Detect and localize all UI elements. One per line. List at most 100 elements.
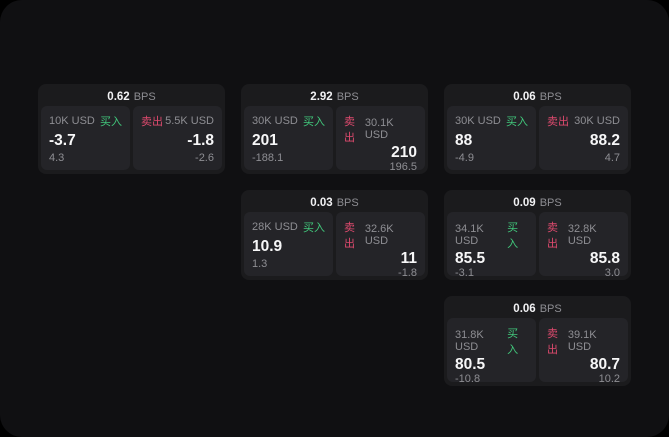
quote-card: 0.06 BPS 31.8K USD 买入 80.5 -10.8 卖出 39.1…	[444, 296, 631, 386]
bps-header: 0.09 BPS	[447, 193, 628, 212]
buy-panel[interactable]: 31.8K USD 买入 80.5 -10.8	[447, 318, 536, 385]
buy-amount: 30K USD	[455, 115, 501, 127]
sell-panel-top: 卖出 5.5K USD	[141, 113, 214, 129]
bps-value: 2.92	[310, 90, 333, 103]
buy-panel-top: 30K USD 买入	[455, 113, 528, 129]
bps-unit-label: BPS	[336, 196, 359, 209]
sell-side-label: 卖出	[547, 222, 558, 250]
sell-change: 4.7	[604, 152, 620, 164]
bps-value: 0.62	[107, 90, 130, 103]
buy-amount: 10K USD	[49, 115, 95, 127]
bps-header: 2.92 BPS	[244, 87, 425, 106]
buy-panel[interactable]: 28K USD 买入 10.9 1.3	[244, 212, 333, 276]
sell-panel-top: 卖出 39.1K USD	[547, 325, 620, 357]
buy-side-label: 买入	[303, 222, 325, 234]
buy-change: -4.9	[455, 152, 474, 164]
buy-amount: 34.1K USD	[455, 223, 484, 247]
bps-value: 0.09	[513, 196, 536, 209]
buy-panel-top: 30K USD 买入	[252, 113, 325, 129]
sell-change: 10.2	[598, 372, 620, 385]
bps-header: 0.62 BPS	[41, 87, 222, 106]
bps-unit-label: BPS	[539, 196, 562, 209]
buy-side-label: 买入	[507, 328, 519, 356]
sell-amount: 5.5K USD	[165, 115, 214, 127]
quote-panels: 30K USD 买入 88 -4.9 卖出 30K USD 88.2 4.7	[447, 106, 628, 170]
sell-amount: 30.1K USD	[364, 117, 394, 141]
buy-amount: 31.8K USD	[455, 329, 484, 353]
sell-amount: 32.6K USD	[364, 223, 394, 247]
bps-value: 0.06	[513, 302, 536, 315]
buy-change: 1.3	[252, 258, 268, 270]
buy-side-label: 买入	[303, 116, 325, 128]
sell-panel[interactable]: 卖出 30.1K USD 210 196.5	[336, 106, 425, 173]
buy-panel-top: 28K USD 买入	[252, 219, 325, 235]
sell-change: 3.0	[604, 266, 620, 279]
buy-amount: 30K USD	[252, 115, 298, 127]
bps-value: 0.06	[513, 90, 536, 103]
sell-amount: 30K USD	[574, 115, 620, 127]
buy-change: 4.3	[49, 152, 65, 164]
sell-side-label: 卖出	[547, 116, 569, 128]
quote-card: 0.62 BPS 10K USD 买入 -3.7 4.3 卖出 5.5K USD…	[38, 84, 225, 174]
sell-panel-top: 卖出 30K USD	[547, 113, 620, 129]
sell-side-label: 卖出	[547, 328, 558, 356]
sell-price: 11	[400, 250, 417, 267]
sell-panel[interactable]: 卖出 32.6K USD 11 -1.8	[336, 212, 425, 279]
sell-price: 85.8	[589, 250, 620, 267]
buy-panel-top: 31.8K USD 买入	[455, 325, 528, 357]
buy-panel[interactable]: 30K USD 买入 88 -4.9	[447, 106, 536, 170]
bps-unit-label: BPS	[133, 90, 156, 103]
quote-card: 2.92 BPS 30K USD 买入 201 -188.1 卖出 30.1K …	[241, 84, 428, 174]
sell-price: 88.2	[589, 131, 620, 149]
sell-amount: 32.8K USD	[567, 223, 597, 247]
buy-panel[interactable]: 30K USD 买入 201 -188.1	[244, 106, 333, 170]
bps-value: 0.03	[310, 196, 333, 209]
bps-unit-label: BPS	[336, 90, 359, 103]
quote-panels: 34.1K USD 买入 85.5 -3.1 卖出 32.8K USD 85.8…	[447, 212, 628, 279]
sell-side-label: 卖出	[344, 116, 355, 144]
buy-price: 80.5	[455, 356, 486, 373]
buy-side-label: 买入	[507, 222, 519, 250]
sell-panel[interactable]: 卖出 39.1K USD 80.7 10.2	[539, 318, 628, 385]
bps-unit-label: BPS	[539, 302, 562, 315]
buy-panel-top: 10K USD 买入	[49, 113, 122, 129]
quote-card: 0.09 BPS 34.1K USD 买入 85.5 -3.1 卖出 32.8K…	[444, 190, 631, 280]
buy-panel[interactable]: 10K USD 买入 -3.7 4.3	[41, 106, 130, 170]
sell-panel-top: 卖出 32.8K USD	[547, 219, 620, 251]
buy-panel[interactable]: 34.1K USD 买入 85.5 -3.1	[447, 212, 536, 279]
quote-card: 0.03 BPS 28K USD 买入 10.9 1.3 卖出 32.6K US…	[241, 190, 428, 280]
bps-header: 0.06 BPS	[447, 87, 628, 106]
buy-price: 10.9	[252, 237, 283, 255]
buy-price: 85.5	[455, 250, 486, 267]
buy-change: -10.8	[455, 372, 481, 385]
sell-panel-top: 卖出 30.1K USD	[344, 113, 417, 145]
buy-side-label: 买入	[506, 116, 528, 128]
sell-change: 196.5	[389, 160, 417, 173]
quote-panels: 10K USD 买入 -3.7 4.3 卖出 5.5K USD -1.8 -2.…	[41, 106, 222, 170]
quote-panels: 28K USD 买入 10.9 1.3 卖出 32.6K USD 11 -1.8	[244, 212, 425, 279]
buy-price: 201	[252, 131, 278, 149]
sell-amount: 39.1K USD	[567, 329, 597, 353]
bps-unit-label: BPS	[539, 90, 562, 103]
sell-side-label: 卖出	[141, 116, 163, 128]
sell-change: -1.8	[398, 266, 417, 279]
buy-amount: 28K USD	[252, 221, 298, 233]
sell-panel[interactable]: 卖出 30K USD 88.2 4.7	[539, 106, 628, 170]
buy-change: -188.1	[252, 152, 284, 164]
bps-header: 0.06 BPS	[447, 299, 628, 318]
buy-panel-top: 34.1K USD 买入	[455, 219, 528, 251]
sell-price: 210	[391, 144, 417, 161]
sell-panel-top: 卖出 32.6K USD	[344, 219, 417, 251]
quote-card: 0.06 BPS 30K USD 买入 88 -4.9 卖出 30K USD 8…	[444, 84, 631, 174]
sell-panel[interactable]: 卖出 5.5K USD -1.8 -2.6	[133, 106, 222, 170]
buy-price: 88	[455, 131, 473, 149]
buy-price: -3.7	[49, 131, 76, 149]
buy-side-label: 买入	[100, 116, 122, 128]
quote-panels: 30K USD 买入 201 -188.1 卖出 30.1K USD 210 1…	[244, 106, 425, 173]
buy-change: -3.1	[455, 266, 474, 279]
sell-panel[interactable]: 卖出 32.8K USD 85.8 3.0	[539, 212, 628, 279]
sell-price: -1.8	[187, 131, 214, 149]
sell-side-label: 卖出	[344, 222, 355, 250]
sell-change: -2.6	[195, 152, 214, 164]
